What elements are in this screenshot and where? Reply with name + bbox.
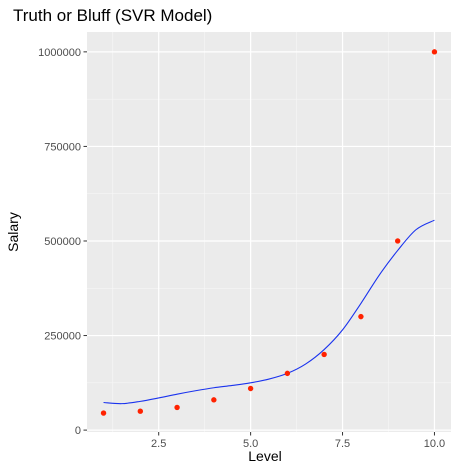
x-axis-title: Level	[248, 448, 281, 464]
data-point	[431, 49, 438, 55]
data-point	[100, 410, 107, 416]
data-point	[211, 397, 217, 403]
grid-major	[87, 32, 451, 432]
x-tick-label: 2.5	[151, 438, 166, 450]
chart-title: Truth or Bluff (SVR Model)	[13, 6, 212, 25]
x-tick-label: 10.0	[424, 438, 445, 450]
data-point	[358, 313, 364, 320]
y-tick-label: 750000	[44, 141, 81, 153]
y-tick-label: 250000	[44, 331, 81, 343]
data-point	[137, 408, 144, 414]
x-axis: 2.5 5.0 7.5 10.0	[151, 432, 445, 450]
x-tick-label: 7.5	[335, 438, 350, 450]
y-tick-label: 0	[75, 425, 81, 437]
data-point	[174, 404, 180, 411]
data-point	[394, 238, 401, 244]
x-tick-label: 5.0	[243, 438, 258, 450]
series-layer	[100, 49, 438, 416]
data-point	[284, 370, 291, 377]
svr-prediction-line	[103, 219, 435, 405]
y-tick-label: 500000	[44, 236, 81, 248]
plot-panel	[87, 32, 451, 432]
grid-minor	[87, 32, 451, 432]
y-axis: 0 250000 500000 750000 1000000	[38, 47, 87, 437]
y-axis-title: Salary	[5, 212, 21, 252]
data-point	[321, 351, 327, 358]
data-point	[247, 385, 254, 392]
y-tick-label: 1000000	[38, 47, 81, 59]
